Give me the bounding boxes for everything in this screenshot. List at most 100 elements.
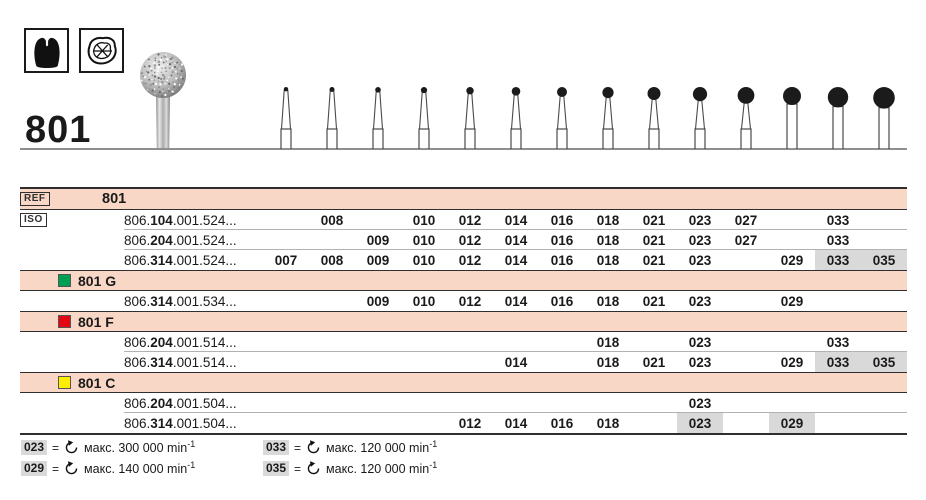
bur-silhouette — [677, 85, 723, 149]
size-cell: 012 — [458, 293, 482, 309]
iso-badge: ISO — [20, 213, 47, 227]
size-cell — [447, 393, 493, 413]
size-cell — [309, 413, 355, 433]
size-cell: 023 — [688, 212, 712, 228]
size-cell: 016 — [550, 415, 574, 431]
size-cell: 023 — [688, 395, 712, 411]
iso-code-part: 314 — [150, 354, 173, 370]
bur-silhouette — [769, 85, 815, 149]
iso-code-part: 806. — [124, 334, 151, 350]
size-cell — [815, 393, 861, 413]
size-cell: 021 — [642, 354, 666, 370]
iso-code-part: 204 — [150, 232, 173, 248]
iso-code-part: .001.524... — [172, 212, 237, 228]
speed-footnote-item: 029 = макс. 140 000 min-1 — [21, 460, 263, 476]
iso-code-cell: 806. 204.001.504... — [20, 393, 263, 413]
size-cell: 018 — [596, 415, 620, 431]
size-cell: 029 — [780, 293, 804, 309]
grit-color-square — [58, 315, 71, 328]
section-label: 801 F — [78, 313, 114, 330]
size-cell — [309, 230, 355, 250]
size-cell — [861, 230, 907, 250]
size-cell — [539, 352, 585, 372]
size-cell: 035 — [861, 352, 907, 372]
size-cell: 014 — [504, 212, 528, 228]
section-label-cell: 801 F — [20, 312, 907, 331]
bur-silhouette — [263, 85, 309, 149]
size-badge: 029 — [21, 461, 48, 476]
iso-code-part: .001.534... — [172, 293, 237, 309]
size-cell — [769, 393, 815, 413]
bur-silhouette — [309, 85, 355, 149]
iso-code-part: 314 — [150, 252, 173, 268]
iso-code-part: 104 — [150, 212, 173, 228]
speed-footnote-item: 035 = макс. 120 000 min-1 — [263, 459, 438, 476]
section-label: 801 G — [78, 272, 117, 289]
iso-code-part: 314 — [150, 293, 173, 309]
size-cell: 033 — [815, 250, 861, 270]
table-section-row: 801 F — [20, 311, 907, 332]
bur-silhouette — [815, 85, 861, 149]
size-cell: 023 — [677, 413, 723, 433]
size-cell — [723, 250, 769, 270]
size-cell: 012 — [458, 252, 482, 268]
size-cell: 012 — [458, 415, 482, 431]
equals-sign: = — [52, 440, 60, 455]
size-cell: 014 — [504, 354, 528, 370]
size-cell — [309, 332, 355, 352]
bur-photo — [140, 52, 186, 150]
iso-code-cell: 806. 314.001.514... — [20, 352, 263, 372]
speed-footnote-item: 033 = макс. 120 000 min-1 — [263, 439, 437, 455]
equals-sign: = — [52, 461, 60, 476]
bur-silhouette — [401, 85, 447, 149]
rotation-speed-icon — [65, 440, 78, 454]
table-section-row: 801 C — [20, 372, 907, 393]
baseline-rule — [20, 148, 907, 150]
size-cell — [723, 413, 769, 433]
size-cell — [493, 332, 539, 352]
size-cell: 007 — [274, 252, 298, 268]
iso-code-part: .001.514... — [172, 354, 237, 370]
section-label-cell: 801 C — [20, 373, 907, 392]
rotation-speed-icon — [307, 440, 320, 454]
size-cell — [309, 352, 355, 372]
size-cell — [493, 393, 539, 413]
iso-code-cell: 806. 314.001.524... — [20, 250, 263, 270]
size-cell: 014 — [504, 293, 528, 309]
size-cell: 021 — [642, 232, 666, 248]
size-cell — [401, 393, 447, 413]
iso-code-cell: ISO 806. 104.001.524... — [20, 210, 263, 230]
size-cell: 016 — [550, 293, 574, 309]
size-cell: 018 — [596, 232, 620, 248]
size-cell: 021 — [642, 252, 666, 268]
iso-code-part: .001.524... — [172, 252, 237, 268]
bur-silhouette — [539, 85, 585, 149]
size-cell: 033 — [826, 232, 850, 248]
ref-badge: REF — [20, 192, 50, 206]
size-cell: 023 — [688, 334, 712, 350]
size-cell: 010 — [412, 293, 436, 309]
size-cell: 014 — [504, 415, 528, 431]
size-cell — [769, 210, 815, 230]
instrument-number: 801 — [25, 109, 92, 151]
bur-silhouette — [493, 85, 539, 149]
table-code-row: 806. 204.001.504... 023 — [20, 393, 907, 413]
size-cell: 033 — [815, 352, 861, 372]
size-cell: 023 — [688, 252, 712, 268]
size-cell — [861, 413, 907, 433]
size-cell: 029 — [780, 252, 804, 268]
table-code-row: 806. 204.001.524... 009 010 012 014 016 018 021 0… — [20, 230, 907, 250]
iso-code-cell: 806. 314.001.504... — [20, 413, 263, 433]
size-cell — [723, 332, 769, 352]
speed-text: макс. 120 000 min-1 — [326, 459, 438, 476]
table-code-row: 806. 204.001.514... 018 023 033 — [20, 332, 907, 352]
speed-footnotes: 023 = макс. 300 000 min-1 029 = макс. 140 000… — [21, 437, 437, 479]
table-code-row: 806. 314.001.504... 012 014 016 018 023 029 — [20, 413, 907, 433]
size-cell — [263, 291, 309, 311]
iso-code-cell: 806. 204.001.524... — [20, 230, 263, 250]
iso-code-part: 806. — [124, 252, 151, 268]
size-cell: 029 — [769, 413, 815, 433]
size-cell — [263, 230, 309, 250]
size-cell: 009 — [366, 232, 390, 248]
